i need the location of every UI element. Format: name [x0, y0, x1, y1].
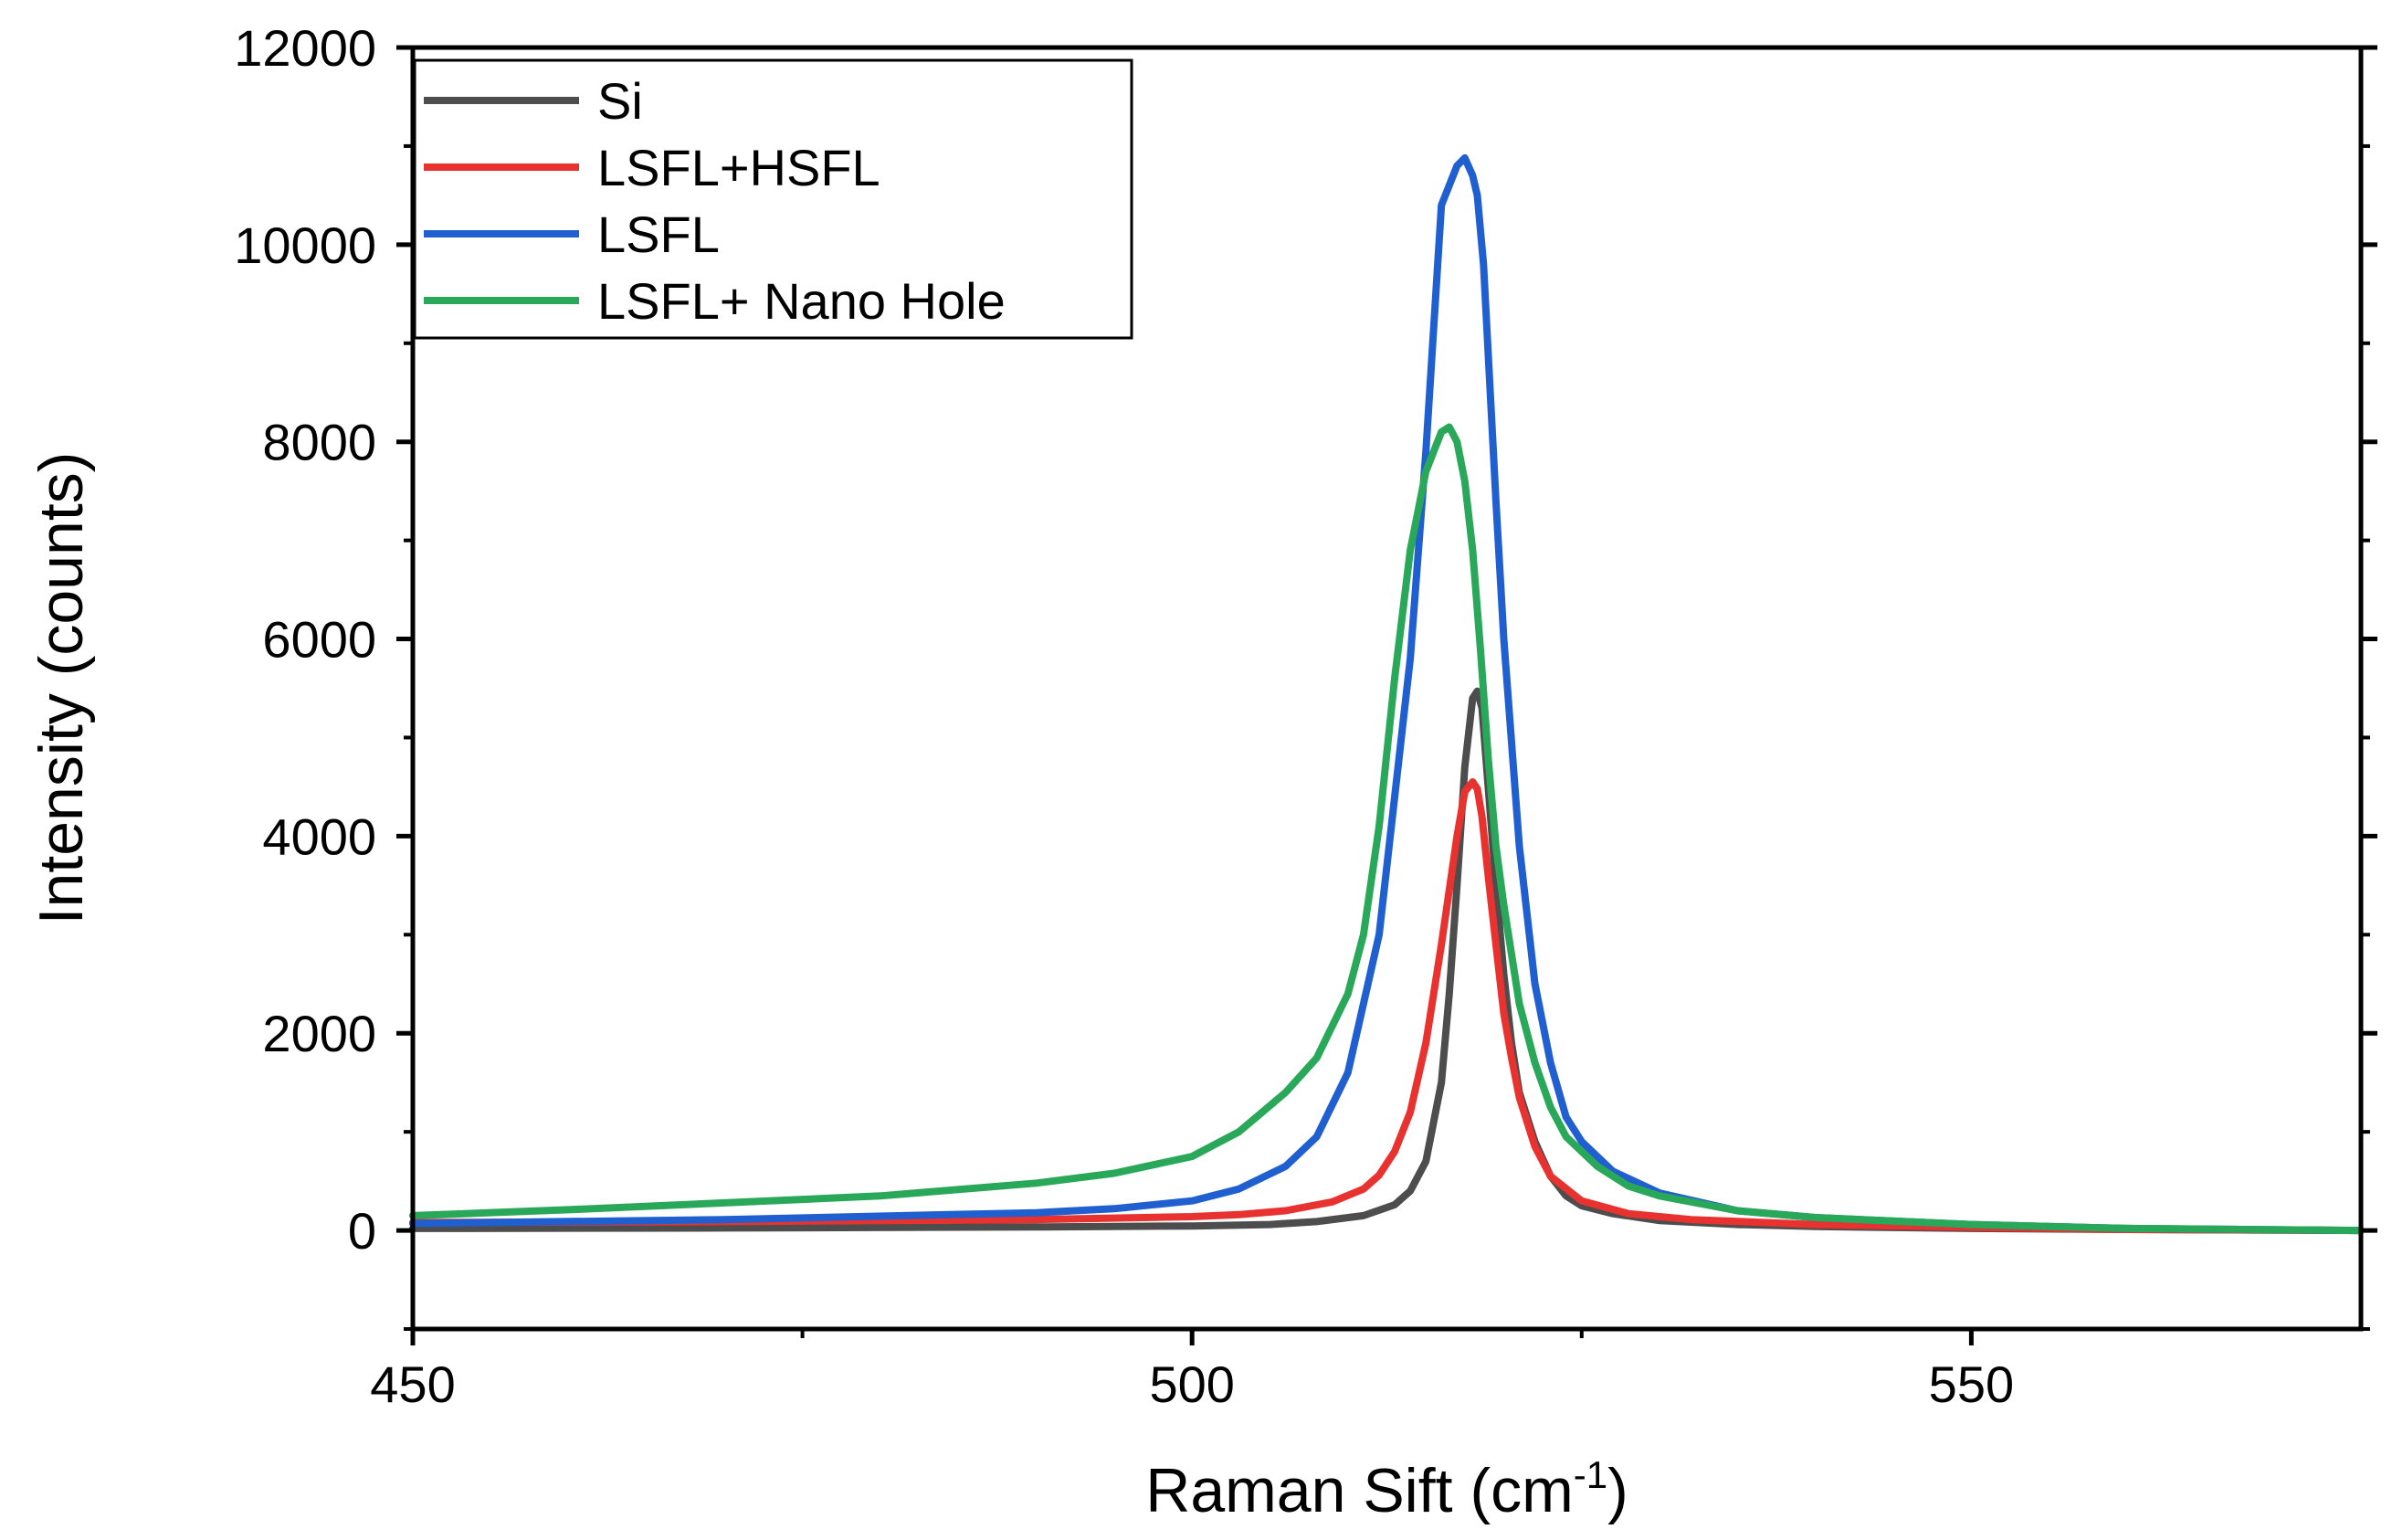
series-line-3	[409, 423, 2365, 1235]
plot-frame	[410, 45, 2364, 1332]
y-tick-label-1: 2000	[262, 1005, 376, 1062]
legend-label-1: LSFL+HSFL	[597, 139, 880, 196]
x-axis-title-superscript: -1	[1574, 1453, 1607, 1496]
series-layer	[409, 153, 2365, 1235]
legend-items: Si LSFL+HSFL LSFL LSFL+ Nano Hole	[424, 72, 1006, 330]
y-tick-label-0: 0	[348, 1202, 376, 1260]
x-tick-label-2: 550	[1929, 1355, 2014, 1413]
ticks-layer: 0 2000 4000 6000 8000 10000 12000 450 500 550	[234, 19, 2377, 1413]
legend-label-2: LSFL	[597, 206, 720, 263]
x-tick-label-1: 500	[1149, 1355, 1234, 1413]
y-tick-label-2: 4000	[262, 807, 376, 865]
legend: Si LSFL+HSFL LSFL LSFL+ Nano Hole	[413, 58, 1133, 340]
series-line-1	[409, 778, 2365, 1235]
y-tick-label-5: 10000	[234, 216, 376, 274]
x-tick-label-0: 450	[370, 1355, 455, 1413]
x-axis-title-main: Raman Sift (cm	[1145, 1456, 1574, 1525]
series-line-2	[409, 153, 2365, 1235]
legend-box	[413, 58, 1133, 340]
x-axis-title-close: )	[1607, 1456, 1628, 1525]
legend-label-0: Si	[597, 72, 643, 130]
y-tick-label-4: 8000	[262, 414, 376, 471]
legend-label-3: LSFL+ Nano Hole	[597, 272, 1006, 330]
y-tick-label-6: 12000	[234, 19, 376, 77]
x-axis-title: Raman Sift (cm-1)	[1145, 1453, 1628, 1525]
y-axis-title: Intensity (counts)	[26, 452, 96, 925]
y-tick-label-3: 6000	[262, 611, 376, 669]
